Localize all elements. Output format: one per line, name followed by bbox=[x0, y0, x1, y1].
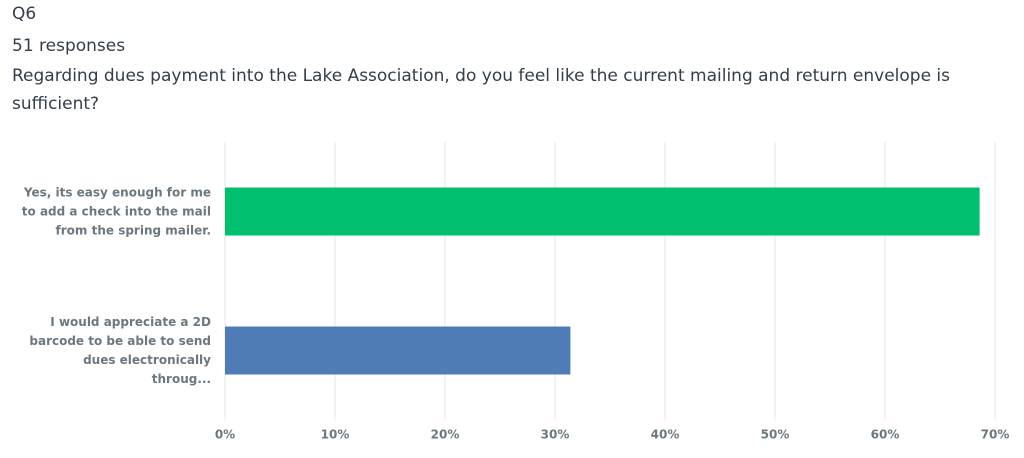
response-count: 51 responses bbox=[12, 36, 126, 56]
question-text: Regarding dues payment into the Lake Ass… bbox=[12, 66, 951, 114]
x-tick-label: 40% bbox=[651, 428, 680, 442]
category-label: I would appreciate a 2D barcode to be ab… bbox=[29, 314, 211, 386]
category-label: Yes, its easy enough for me to add a che… bbox=[21, 185, 211, 237]
x-tick-label: 10% bbox=[321, 428, 350, 442]
bar bbox=[225, 187, 980, 236]
question-number: Q6 bbox=[12, 4, 37, 24]
x-tick-label: 30% bbox=[541, 428, 570, 442]
x-tick-label: 50% bbox=[761, 428, 790, 442]
bar bbox=[225, 326, 571, 375]
x-tick-label: 70% bbox=[981, 428, 1010, 442]
x-tick-label: 60% bbox=[871, 428, 900, 442]
x-tick-label: 20% bbox=[431, 428, 460, 442]
x-tick-label: 0% bbox=[215, 428, 235, 442]
